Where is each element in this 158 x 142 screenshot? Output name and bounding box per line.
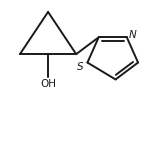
Text: S: S: [77, 62, 84, 72]
Text: N: N: [129, 30, 137, 40]
Text: OH: OH: [40, 79, 56, 89]
